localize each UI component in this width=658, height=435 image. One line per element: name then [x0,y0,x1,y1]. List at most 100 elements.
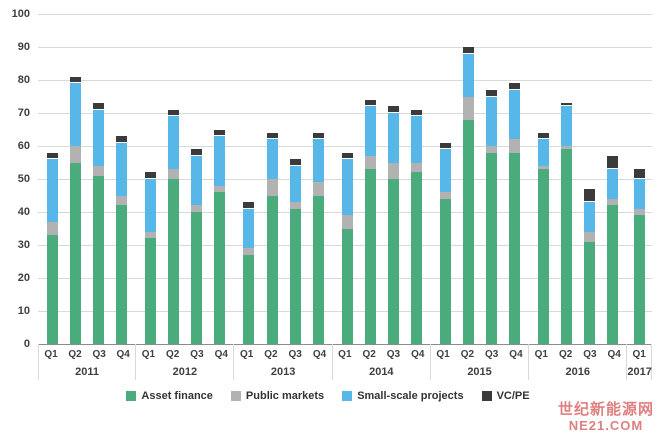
quarter-label: Q2 [264,349,278,360]
segment-public-markets [145,231,157,239]
quarter-label: Q1 [44,349,58,360]
segment-asset-finance [168,179,180,344]
legend: Asset finance Public markets Small-scale p… [4,390,652,402]
legend-item: Public markets [230,390,324,402]
quarter-label: Q4 [116,349,130,360]
segment-vc-pe [70,76,82,84]
stacked-bar [47,152,59,344]
segment-small-scale-projects [116,142,128,196]
segment-vc-pe [607,155,619,170]
segment-asset-finance [145,238,157,344]
plot-area: Q1 Q2 Q3 Q4 2011 Q1 Q2 Q3 Q4 2012 Q1 Q2 Q3 Q4 2013 Q1 Q2… [38,14,652,380]
watermark-text-en: NE21.COM [568,417,644,433]
stacked-bar [312,132,324,344]
stacked-bar [410,109,422,344]
stacked-bar [243,202,255,344]
segment-asset-finance [387,179,399,344]
segment-small-scale-projects [410,116,422,163]
quarter-label: Q4 [214,349,228,360]
y-axis-label: 0 [23,338,30,350]
x-axis-label-group: Q1 2017 [627,344,652,380]
segment-small-scale-projects [214,136,226,186]
segment-public-markets [634,208,646,216]
segment-public-markets [289,202,301,209]
quarter-label: Q2 [166,349,180,360]
segment-small-scale-projects [191,155,203,206]
y-axis-label: 90 [17,41,30,53]
x-axis-label-group: Q1 Q2 Q3 Q4 2011 [38,344,137,380]
year-label: 2013 [270,366,296,378]
y-axis-label: 60 [17,140,30,152]
quarter-label: Q4 [312,349,327,360]
year-group-2016: Q1 Q2 Q3 Q4 2016 [529,14,628,380]
segment-vc-pe [191,149,203,156]
quarter-label: Q1 [338,349,352,360]
segment-public-markets [93,165,105,176]
stacked-bar [486,89,498,344]
year-group-2015: Q1 Q2 Q3 Q4 2015 [431,14,530,380]
stacked-bar [266,132,278,344]
segment-asset-finance [214,192,226,344]
segment-asset-finance [486,152,498,344]
quarter-label: Q2 [362,349,376,360]
stacked-bar [70,76,82,344]
segment-public-markets [439,192,451,199]
segment-asset-finance [561,149,573,344]
segment-vc-pe [634,169,646,180]
segment-public-markets [410,162,422,173]
segment-public-markets [364,155,376,170]
segment-asset-finance [70,162,82,344]
segment-vc-pe [168,109,180,117]
segment-vc-pe [93,103,105,110]
year-group-2011: Q1 Q2 Q3 Q4 2011 [38,14,137,380]
stacked-bar [538,132,550,344]
segment-public-markets [168,169,180,179]
segment-vc-pe [364,99,376,107]
y-axis-label: 40 [17,206,30,218]
segment-public-markets [463,96,474,120]
quarter-label: Q2 [460,349,475,360]
gridline [38,146,652,147]
watermark: 世纪新能源网 NE21.COM [558,402,654,433]
segment-vc-pe [538,132,550,140]
segment-vc-pe [463,47,474,54]
stacked-bar [584,188,596,344]
segment-vc-pe [561,103,573,107]
quarter-label: Q3 [485,349,499,360]
segment-vc-pe [341,152,353,160]
stacked-bar [439,142,451,344]
segment-vc-pe [486,89,498,97]
gridline [38,113,652,114]
segment-vc-pe [266,132,278,140]
segment-small-scale-projects [47,159,59,222]
segment-small-scale-projects [538,139,550,166]
y-axis-label: 10 [17,305,30,317]
quarter-label: Q3 [583,349,597,360]
segment-public-markets [509,139,521,153]
x-axis-label-group: Q1 Q2 Q3 Q4 2015 [431,344,530,380]
segment-asset-finance [584,241,596,344]
segment-public-markets [561,146,573,150]
year-group-2014: Q1 Q2 Q3 Q4 2014 [333,14,431,380]
segment-asset-finance [410,172,422,344]
plot-row: 100 90 80 70 60 50 40 30 20 10 0 Q1 Q2 Q3 Q4 2011 Q1 Q2 Q… [4,8,652,380]
quarter-label: Q4 [411,349,425,360]
x-axis-label-group: Q1 Q2 Q3 Q4 2016 [529,344,628,380]
bars-area [333,14,431,344]
legend-swatch [342,391,353,401]
quarter-label: Q1 [239,349,254,360]
segment-small-scale-projects [584,202,596,232]
segment-asset-finance [116,205,128,344]
quarter-label: Q2 [558,349,573,360]
stacked-bar [145,172,157,344]
segment-public-markets [47,221,59,236]
year-group-2013: Q1 Q2 Q3 Q4 2013 [234,14,333,380]
segment-vc-pe [509,83,521,90]
year-label: 2015 [467,366,492,378]
segment-small-scale-projects [439,149,451,193]
stacked-bar [341,152,353,344]
gridline [38,47,652,48]
y-axis-label: 70 [17,107,30,119]
y-axis-label: 50 [17,173,30,185]
